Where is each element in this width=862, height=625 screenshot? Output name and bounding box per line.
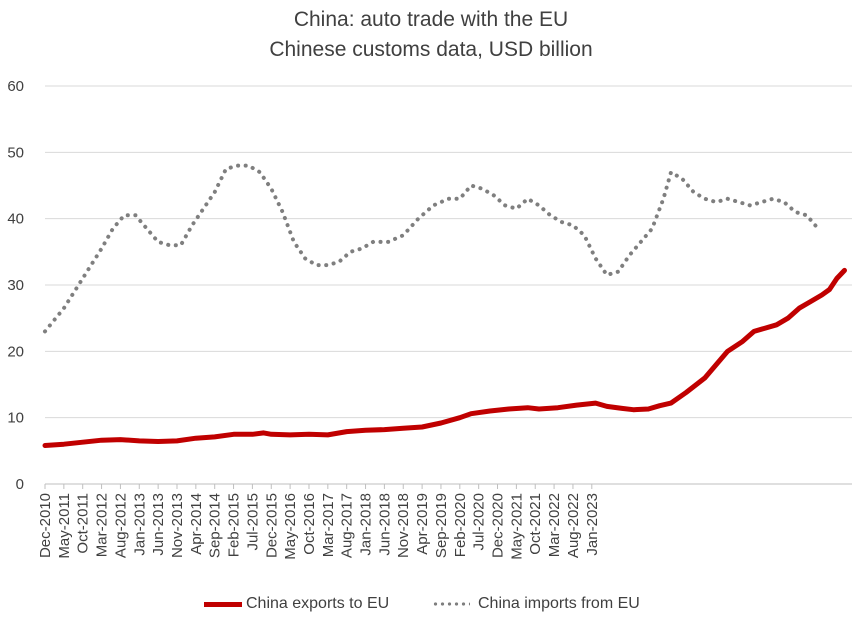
x-tick-label: Jan-2013 — [131, 493, 148, 556]
x-tick-label: Nov-2013 — [169, 493, 186, 558]
y-tick-label: 40 — [7, 211, 24, 228]
chart-title: China: auto trade with the EU — [293, 8, 569, 31]
x-tick-label: Jan-2018 — [358, 493, 375, 556]
x-tick-label: Aug-2017 — [339, 493, 356, 558]
x-tick-label: Feb-2020 — [452, 493, 469, 557]
y-tick-label: 10 — [7, 410, 24, 427]
y-tick-label: 0 — [16, 476, 24, 493]
y-tick-label: 50 — [7, 144, 24, 161]
legend-label-exports: China exports to EU — [246, 595, 390, 612]
y-tick-label: 60 — [7, 78, 24, 95]
x-tick-label: May-2016 — [282, 493, 299, 560]
legend-item-imports: China imports from EU — [432, 595, 640, 613]
chart-subtitle: Chinese customs data, USD billion — [269, 38, 593, 61]
x-tick-label: Apr-2014 — [188, 493, 205, 555]
x-tick-label: Aug-2012 — [112, 493, 129, 558]
x-tick-label: Mar-2022 — [546, 493, 563, 557]
x-axis: Dec-2010 May-2011 Oct-2011 Mar-2012 Aug-2012… — [37, 484, 601, 560]
x-tick-label: Oct-2016 — [301, 493, 318, 555]
y-tick-label: 20 — [7, 343, 24, 360]
x-tick-label: May-2021 — [508, 493, 525, 560]
x-tick-label: Jul-2020 — [471, 493, 488, 551]
x-tick-label: Feb-2015 — [226, 493, 243, 557]
x-tick-label: Mar-2017 — [320, 493, 337, 557]
x-tick-label: Jun-2013 — [150, 493, 167, 556]
series-line-imports — [43, 163, 821, 334]
legend-label-imports: China imports from EU — [478, 595, 640, 612]
x-tick-label: Apr-2019 — [414, 493, 431, 555]
x-tick-label: Dec-2010 — [37, 493, 54, 558]
x-tick-label: Oct-2021 — [527, 493, 544, 555]
y-axis-ticks: 0 10 20 30 40 50 60 — [7, 78, 24, 493]
x-tick-label: Dec-2015 — [263, 493, 280, 558]
legend-item-exports: China exports to EU — [204, 595, 389, 613]
x-tick-label: May-2011 — [56, 493, 73, 559]
x-tick-label: Mar-2012 — [94, 493, 111, 557]
series-line-exports — [42, 267, 847, 448]
gridlines — [45, 85, 852, 485]
x-tick-label: Jul-2015 — [244, 493, 261, 551]
y-tick-label: 30 — [7, 277, 24, 294]
x-tick-label: Jun-2018 — [376, 493, 393, 556]
x-tick-label: Dec-2020 — [490, 493, 507, 558]
series-lines — [42, 163, 847, 448]
x-tick-label: Nov-2018 — [395, 493, 412, 558]
x-tick-label: Sep-2019 — [433, 493, 450, 558]
legend-line-solid-icon — [204, 601, 242, 607]
legend-line-dotted-icon — [432, 602, 470, 606]
x-tick-label: Aug-2022 — [565, 493, 582, 558]
x-tick-label: Sep-2014 — [207, 493, 224, 558]
x-tick-label: Jan-2023 — [584, 493, 601, 556]
x-tick-label: Oct-2011 — [75, 493, 92, 554]
